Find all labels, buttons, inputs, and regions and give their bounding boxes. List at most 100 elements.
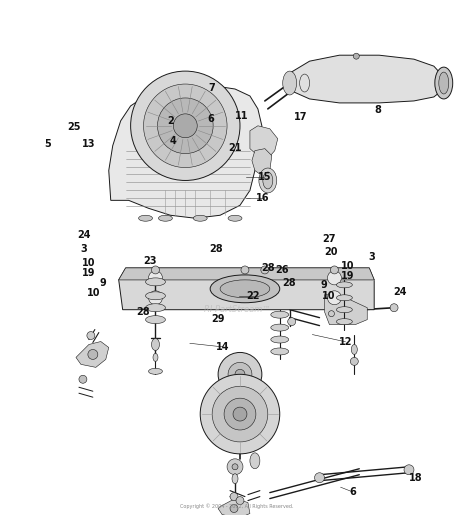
Text: 6: 6 (208, 114, 214, 124)
Circle shape (144, 84, 227, 168)
Ellipse shape (439, 72, 449, 94)
Circle shape (173, 114, 197, 138)
Text: 12: 12 (338, 337, 352, 347)
Circle shape (227, 459, 243, 475)
Circle shape (157, 98, 213, 154)
Text: 15: 15 (257, 172, 271, 183)
Circle shape (232, 464, 238, 470)
Text: 4: 4 (170, 136, 177, 146)
Ellipse shape (146, 303, 165, 312)
Circle shape (288, 317, 296, 326)
Ellipse shape (146, 292, 165, 300)
Polygon shape (76, 342, 109, 368)
Text: 3: 3 (368, 252, 374, 263)
Text: 5: 5 (44, 140, 51, 149)
Text: 28: 28 (209, 244, 223, 254)
Text: 6: 6 (349, 487, 356, 497)
Circle shape (236, 497, 244, 505)
Ellipse shape (283, 71, 297, 95)
Circle shape (315, 473, 325, 483)
Polygon shape (252, 149, 272, 175)
Ellipse shape (263, 172, 273, 189)
Circle shape (224, 398, 256, 430)
Ellipse shape (146, 278, 165, 286)
Text: Copyright © 2004 - 2012, All Rights Reserved.: Copyright © 2004 - 2012, All Rights Rese… (180, 504, 294, 509)
Text: 25: 25 (68, 123, 81, 132)
Circle shape (233, 407, 247, 421)
Polygon shape (118, 268, 374, 310)
Circle shape (218, 353, 262, 396)
Ellipse shape (351, 344, 357, 355)
Ellipse shape (337, 318, 352, 325)
Ellipse shape (138, 215, 153, 221)
Text: 28: 28 (282, 278, 296, 288)
Text: 21: 21 (228, 143, 241, 153)
Circle shape (390, 303, 398, 312)
Circle shape (131, 71, 240, 180)
Circle shape (328, 271, 341, 285)
Polygon shape (325, 295, 367, 325)
Text: 8: 8 (374, 105, 381, 115)
Ellipse shape (271, 336, 289, 343)
Circle shape (330, 266, 338, 274)
Ellipse shape (148, 368, 163, 374)
Text: 9: 9 (100, 278, 106, 288)
Ellipse shape (337, 307, 352, 313)
Circle shape (404, 465, 414, 475)
Text: 28: 28 (261, 263, 274, 273)
Text: 10: 10 (87, 288, 100, 298)
Circle shape (353, 53, 359, 59)
Circle shape (79, 375, 87, 383)
Polygon shape (250, 126, 278, 159)
Circle shape (350, 357, 358, 366)
Ellipse shape (158, 215, 173, 221)
Ellipse shape (259, 168, 277, 193)
Text: 18: 18 (409, 474, 423, 483)
Ellipse shape (337, 295, 352, 301)
Circle shape (228, 516, 236, 517)
Text: 24: 24 (393, 287, 406, 297)
Text: 2: 2 (168, 116, 174, 126)
Ellipse shape (271, 311, 289, 318)
Text: 17: 17 (294, 112, 307, 122)
Circle shape (148, 271, 163, 285)
Text: 28: 28 (136, 307, 150, 317)
Ellipse shape (193, 215, 207, 221)
Circle shape (235, 369, 245, 379)
Ellipse shape (435, 67, 453, 99)
Circle shape (230, 493, 238, 500)
Ellipse shape (232, 474, 238, 484)
Text: 13: 13 (82, 140, 95, 149)
Text: 20: 20 (325, 247, 338, 257)
Text: RI PartStream™: RI PartStream™ (204, 305, 270, 314)
Text: 14: 14 (216, 342, 229, 352)
Text: 10: 10 (322, 291, 336, 300)
Circle shape (152, 266, 159, 274)
Ellipse shape (146, 316, 165, 324)
Polygon shape (285, 55, 444, 103)
Text: 23: 23 (143, 256, 156, 266)
Polygon shape (118, 268, 374, 280)
Ellipse shape (337, 282, 352, 288)
Ellipse shape (250, 453, 260, 469)
Circle shape (148, 291, 163, 305)
Text: 9: 9 (321, 280, 328, 290)
Circle shape (200, 374, 280, 454)
Text: 24: 24 (77, 231, 91, 240)
Circle shape (212, 386, 268, 442)
Circle shape (241, 266, 249, 274)
Ellipse shape (152, 339, 159, 351)
Text: 11: 11 (235, 111, 248, 120)
Ellipse shape (153, 354, 158, 361)
Circle shape (328, 291, 341, 305)
Ellipse shape (210, 275, 280, 303)
Text: 16: 16 (256, 193, 270, 203)
Ellipse shape (271, 348, 289, 355)
Circle shape (88, 349, 98, 359)
Text: 7: 7 (209, 83, 215, 93)
Ellipse shape (228, 215, 242, 221)
Text: 3: 3 (81, 244, 87, 254)
Circle shape (228, 362, 252, 386)
Polygon shape (109, 86, 262, 218)
Circle shape (87, 331, 95, 340)
